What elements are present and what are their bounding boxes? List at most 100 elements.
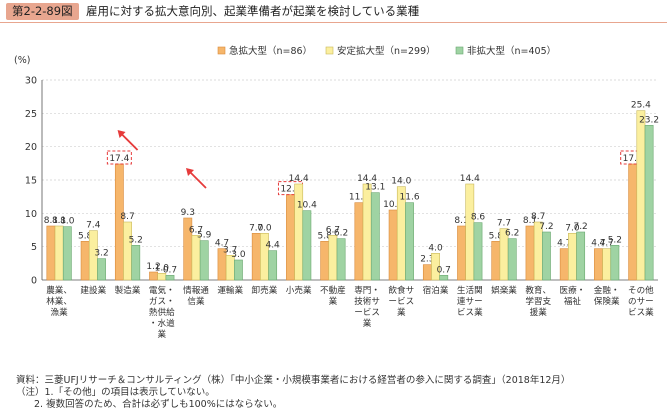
bar-2 xyxy=(62,226,72,281)
annotation-arrow xyxy=(188,170,207,189)
bar-0 xyxy=(422,264,432,281)
data-label: 7.4 xyxy=(86,221,101,231)
data-label: 7.2 xyxy=(573,222,587,232)
y-tick-label: 0 xyxy=(31,276,37,287)
data-label: 11.6 xyxy=(349,193,369,203)
bar-0 xyxy=(559,248,569,281)
bar-1 xyxy=(328,235,338,281)
legend-swatch-2 xyxy=(455,46,464,55)
bar-2 xyxy=(336,238,346,281)
data-label: 11.6 xyxy=(400,193,420,203)
x-tick-label: 医療・福祉 xyxy=(560,284,586,307)
data-label: 5.2 xyxy=(608,235,622,245)
bar-1 xyxy=(54,225,64,281)
data-label: 8.1 xyxy=(454,216,468,226)
bar-1 xyxy=(465,183,475,281)
data-label: 14.4 xyxy=(289,174,309,184)
data-label: 14.4 xyxy=(460,174,480,184)
data-label: 4.0 xyxy=(428,243,443,253)
data-label: 17.4 xyxy=(623,154,643,164)
data-label: 5.8 xyxy=(489,231,504,241)
data-label: 8.1 xyxy=(44,216,58,226)
x-tick-label: 教育、学習支援業 xyxy=(525,284,551,318)
bar-1 xyxy=(568,233,577,281)
y-tick-label: 30 xyxy=(25,76,37,87)
legend-label-2: 非拡大型（n=405） xyxy=(467,45,556,57)
x-tick-label: 運輸業 xyxy=(217,284,243,296)
legend-swatch-0 xyxy=(217,46,226,55)
figure-label: 第2-2-89図 xyxy=(6,3,79,20)
data-label: 25.4 xyxy=(631,101,651,111)
data-label: 5.8 xyxy=(318,231,333,241)
bar-0 xyxy=(320,241,330,281)
data-label: 0.7 xyxy=(437,265,451,275)
y-tick-label: 10 xyxy=(25,209,37,220)
figure-title: 雇用に対する拡大意向別、起業準備者が起業を検討している業種 xyxy=(86,4,420,18)
data-label: 6.2 xyxy=(334,229,348,239)
data-label: 7.0 xyxy=(249,223,264,233)
data-label: 1.2 xyxy=(146,262,160,272)
bar-1 xyxy=(362,183,372,281)
bar-2 xyxy=(405,202,414,281)
x-tick-label: 卸売業 xyxy=(252,284,278,296)
note-1: （注）1.「その他」の項目は表示していない。 xyxy=(16,387,215,398)
x-tick-label: 娯楽業 xyxy=(491,284,517,296)
bar-0 xyxy=(46,225,56,281)
bar-0 xyxy=(525,225,535,281)
bar-2 xyxy=(131,245,141,281)
bar-1 xyxy=(636,110,646,281)
bar-0 xyxy=(114,163,124,281)
data-label: 17.4 xyxy=(109,154,129,164)
legend-swatch-1 xyxy=(325,46,334,55)
y-tick-label: 25 xyxy=(25,109,37,120)
data-label: 13.1 xyxy=(365,183,385,193)
bar-1 xyxy=(123,221,132,281)
data-label: 7.0 xyxy=(257,223,272,233)
data-label: 14.0 xyxy=(391,177,411,187)
x-tick-label: 不動産業 xyxy=(320,284,346,307)
data-label: 14.4 xyxy=(357,174,377,184)
data-label: 8.7 xyxy=(531,212,545,222)
bar-0 xyxy=(594,248,603,281)
bar-0 xyxy=(457,225,466,281)
bar-0 xyxy=(628,163,638,281)
bar-2 xyxy=(268,250,278,281)
data-label: 7.2 xyxy=(539,222,553,232)
y-tick-label: 5 xyxy=(31,242,37,253)
bar-2 xyxy=(302,210,312,281)
data-label: 1.0 xyxy=(155,263,170,273)
bar-1 xyxy=(602,248,612,281)
bar-2 xyxy=(507,238,517,281)
bar-0 xyxy=(491,241,501,281)
y-tick-label: 15 xyxy=(25,176,37,187)
header-rule xyxy=(0,22,667,23)
bar-0 xyxy=(286,194,295,281)
data-label: 4.7 xyxy=(557,239,571,249)
x-tick-label: 情報通信業 xyxy=(183,284,209,307)
x-tick-label: 飲食サービス業 xyxy=(388,284,414,318)
data-label: 3.7 xyxy=(223,245,237,255)
bar-2 xyxy=(234,259,243,281)
annotation-arrow xyxy=(119,132,139,151)
x-tick-label: 農業、林業、漁業 xyxy=(46,284,72,318)
note-2: 2. 複数回答のため、合計は必ずしも100%にはならない。 xyxy=(34,399,283,410)
data-label: 6.7 xyxy=(189,225,203,235)
bar-2 xyxy=(644,125,654,281)
bar-2 xyxy=(610,245,620,281)
data-label: 6.7 xyxy=(326,225,340,235)
data-label: 3.0 xyxy=(231,250,246,260)
x-tick-label: 宿泊業 xyxy=(423,284,449,296)
bar-2 xyxy=(439,275,449,281)
x-tick-label: 製造業 xyxy=(115,284,141,296)
x-tick-label: その他のサービス業 xyxy=(628,284,654,318)
data-label: 2.3 xyxy=(420,255,434,265)
x-tick-label: 小売業 xyxy=(286,284,312,296)
figure-header: 第2-2-89図 雇用に対する拡大意向別、起業準備者が起業を検討している業種 xyxy=(0,0,667,22)
source-notes: 資料：三菱UFJリサーチ＆コンサルティング（株）「中小企業・小規模事業者における… xyxy=(16,375,570,411)
data-label: 3.2 xyxy=(94,249,108,259)
arrowhead xyxy=(117,130,126,138)
data-label: 10.5 xyxy=(383,200,403,210)
data-label: 5.8 xyxy=(78,231,93,241)
data-label: 12.8 xyxy=(280,185,300,195)
